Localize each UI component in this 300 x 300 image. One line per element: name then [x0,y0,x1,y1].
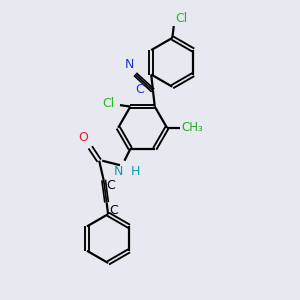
Text: CH₃: CH₃ [182,121,204,134]
Text: C: C [106,178,116,191]
Text: C: C [135,82,144,96]
Text: Cl: Cl [175,12,188,25]
Text: C: C [110,204,118,217]
Text: N: N [124,58,134,71]
Text: Cl: Cl [102,97,114,110]
Text: N: N [114,165,123,178]
Text: O: O [78,131,88,144]
Text: H: H [130,165,140,178]
